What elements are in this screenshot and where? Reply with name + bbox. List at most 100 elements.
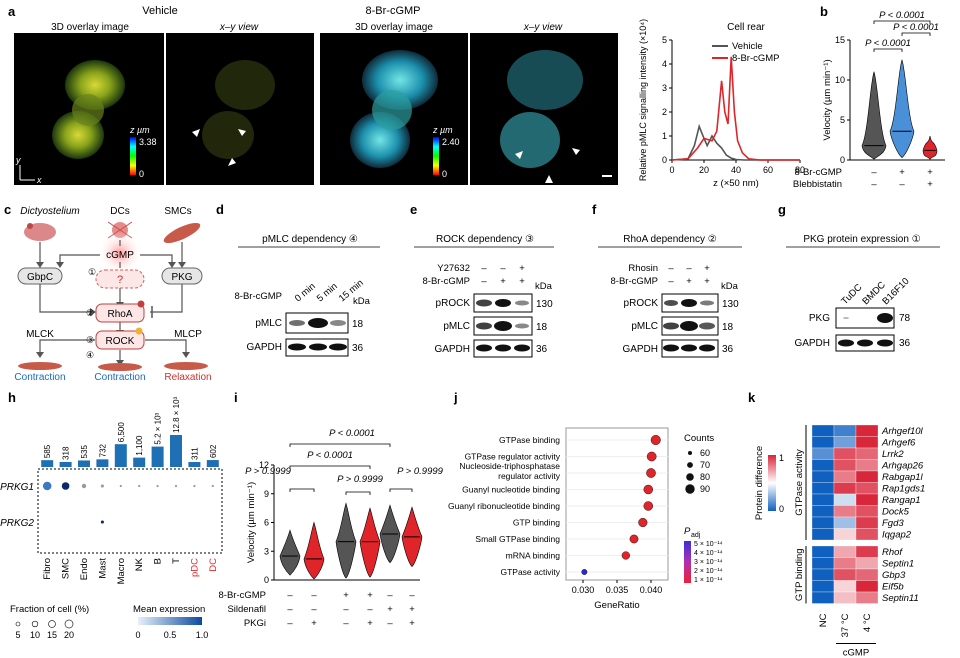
panel-j-term-label: regulator activity [498, 471, 561, 481]
panel-i-ytick-label: 6 [264, 518, 269, 528]
panel-k-cell [811, 505, 835, 518]
xy-axes-glyph [19, 165, 35, 181]
panel-j-color-legend-title: P [684, 526, 691, 537]
panel-b-cond2-sign: – [871, 179, 877, 190]
xy-title-2: x–y view [523, 22, 563, 33]
panel-a-ytick-label: 4 [662, 59, 667, 69]
overlay-title-2: 3D overlay image [355, 22, 433, 33]
step-2: ② [86, 308, 94, 318]
z-colorbar-1 [130, 137, 136, 175]
panel-f-letter: f [592, 202, 597, 217]
panel-k-gene-label: Lrrk2 [882, 449, 904, 460]
label-contraction-2: Contraction [94, 372, 145, 383]
panel-i-cond-sign: – [311, 604, 317, 615]
panel-i-cond-sign: – [387, 590, 393, 601]
bands-d [288, 318, 347, 351]
panel-h-color-legend-tick: 0.5 [164, 630, 177, 640]
arrow-pkg-rhoa [150, 284, 183, 313]
panel-h-color-legend-tick: 0 [135, 630, 140, 640]
panel-i-ylabel: Velocity (µm min⁻¹) [246, 482, 257, 563]
panel-f-row-pmlc: pMLC [631, 321, 658, 332]
panel-k-letter: k [748, 390, 756, 405]
panel-a-ytick-label: 1 [662, 131, 667, 141]
panel-j-letter: j [453, 390, 458, 405]
panel-c-pathway-diagram: Dictyostelium DCs SMCs cGMP [14, 206, 211, 383]
panel-f-r1-3: + [704, 263, 710, 274]
panel-e-kda-prock: 130 [536, 299, 553, 310]
panel-a-ytick-label: 0 [662, 155, 667, 165]
panel-a-legend-label: Vehicle [732, 41, 763, 52]
panel-k-cell [855, 493, 879, 506]
panel-k-legend-title: Protein difference [754, 446, 765, 520]
z-max-1: 3.38 [139, 137, 157, 147]
panel-k-cell [855, 459, 879, 472]
panel-k-gene-label: Iqgap2 [882, 530, 912, 541]
panel-k-column-label: NC [818, 613, 829, 627]
panel-j-term-label: GTPase activity [500, 567, 560, 577]
node-pkg-box [161, 267, 203, 285]
panel-j-point [643, 501, 654, 511]
z-unit-1: z µm [129, 125, 150, 135]
xy-title-1: x–y view [219, 22, 259, 33]
panel-k-cell [855, 436, 879, 449]
panel-i-cond-sign: – [311, 590, 317, 601]
panel-k-heatmap: Arhgef10lArhgef6Lrrk2Arhgap26Rabgap1lRap… [754, 424, 925, 658]
panel-g-row-gapdh: GAPDH [794, 338, 830, 349]
panel-f-kda-prock: 130 [722, 299, 739, 310]
panel-k-cell [811, 436, 835, 449]
panel-k-gene-label: Septin1 [882, 559, 914, 570]
label-contraction-1: Contraction [14, 372, 65, 383]
panel-h-count-label: 602 [209, 444, 218, 458]
panel-k-gene-label: Eif5b [882, 582, 904, 593]
panel-e-letter: e [410, 202, 417, 217]
panel-h-count-label: 5.2 × 10³ [154, 412, 163, 444]
panel-i-bracket [289, 465, 371, 469]
panel-i-cond-sign: + [387, 604, 393, 615]
panel-k-gene-label: Arhgef6 [881, 438, 916, 449]
panel-f-row1-label: Rhosin [628, 263, 658, 274]
panel-h-color-legend-bar [138, 617, 202, 625]
step-4: ④ [86, 350, 94, 360]
panel-h-count-label: 318 [62, 446, 71, 460]
node-gbpc: GbpC [27, 272, 53, 283]
panel-b-ylabel: Velocity (µm min⁻¹) [822, 59, 833, 140]
panel-k-cell [833, 528, 857, 541]
panel-j-term-label: Small GTPase binding [475, 534, 560, 544]
panel-b-bracket [873, 20, 931, 24]
panel-h-dot [61, 482, 70, 490]
panel-j-size-legend-label: 70 [700, 460, 710, 470]
panel-h-dot-plot: 585 318 535 732 6,500 1,100 5.2 × 10³ 12.8 × 10… [0, 396, 223, 640]
panel-h-cell-label: DC [208, 558, 219, 572]
arrowheads-drug [515, 148, 580, 183]
panel-i-cond-sign: – [343, 618, 349, 629]
panel-j-point [646, 451, 657, 462]
panel-j-point [621, 551, 630, 560]
panel-i-ytick-label: 9 [264, 489, 269, 499]
panel-i-bracket [289, 488, 315, 492]
panel-k-cell [833, 482, 857, 495]
panel-i-cond-sign: – [287, 618, 293, 629]
panel-j-size-legend-dot [687, 462, 693, 468]
arrow-cgmp-gbpc [59, 254, 100, 262]
panel-b-bracket [901, 32, 931, 36]
panel-j-color-legend-label: 1 × 10⁻¹⁴ [694, 577, 723, 584]
panel-h-count-label: 1,100 [135, 435, 144, 456]
panel-b-stat: P < 0.0001 [865, 38, 911, 49]
panel-j-term-label: Guanyl ribonucleotide binding [448, 501, 560, 511]
step-1: ① [88, 267, 96, 277]
panel-h-dot [119, 484, 122, 488]
panel-k-cell [833, 557, 857, 570]
panel-j-frame [565, 427, 669, 581]
panel-i-cond-sign: – [367, 604, 373, 615]
panel-h-size-legend-title: Fraction of cell (%) [10, 604, 89, 615]
panel-h-cell-label: Endo [79, 558, 90, 580]
panel-i-stat: P < 0.0001 [329, 428, 375, 439]
panel-h-dot [211, 484, 214, 488]
panel-k-cell [855, 470, 879, 483]
arrow-rock-mlcp [145, 339, 187, 352]
panel-i-cond-sign: + [311, 618, 317, 629]
panel-k-cell [811, 482, 835, 495]
panel-b-ytick-label: 10 [835, 75, 845, 85]
panel-k-cell [855, 424, 879, 437]
panel-g-kda-gapdh: 36 [899, 338, 911, 349]
